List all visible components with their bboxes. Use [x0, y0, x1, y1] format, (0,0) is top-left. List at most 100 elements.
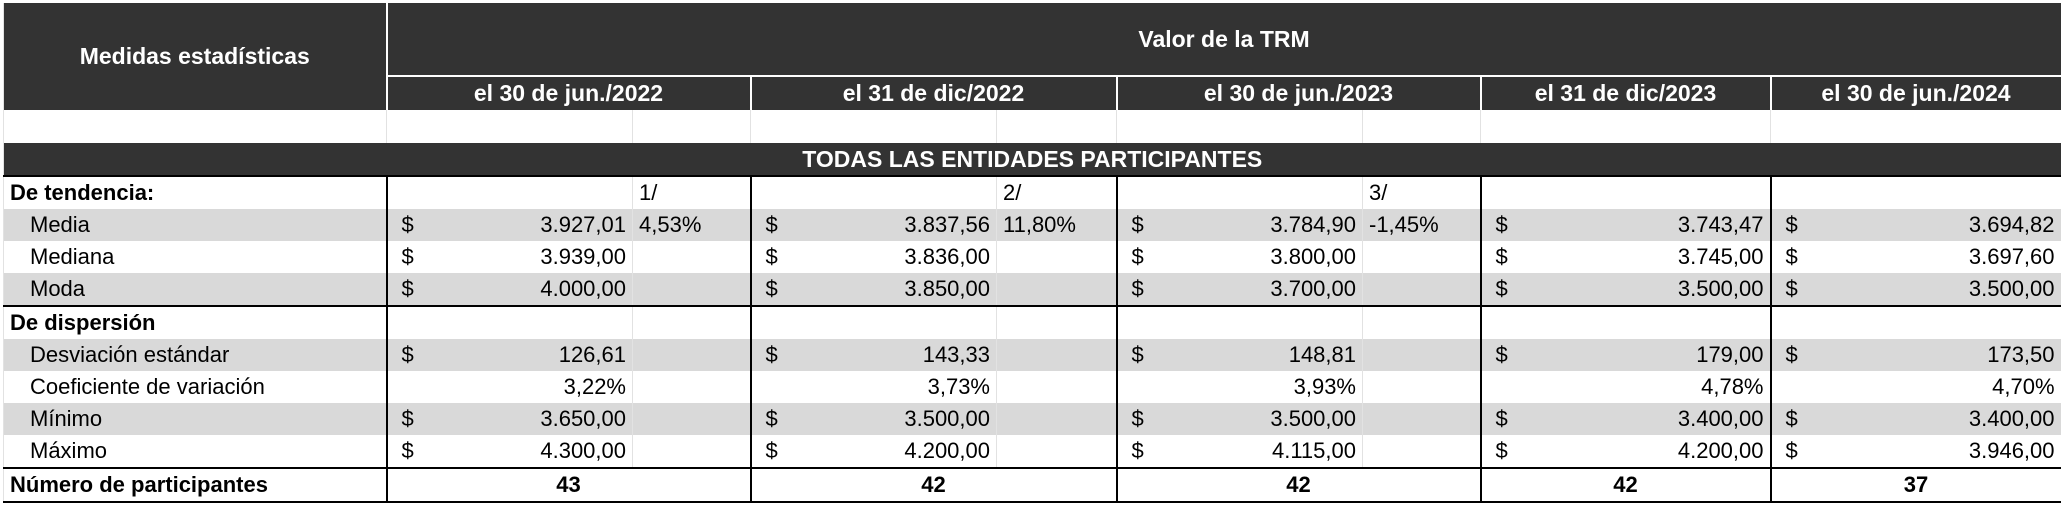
note-cell: [632, 273, 751, 306]
value-cell: $3.836,00: [749, 241, 997, 273]
value-cell: [749, 175, 997, 209]
value: 3.946,00: [1968, 438, 2055, 463]
note-cell: [1362, 339, 1481, 371]
value: 3,22%: [563, 374, 626, 399]
table-row: Desviación estándar $126,61 $143,33 $148,81…: [3, 339, 2061, 371]
value: 4.300,00: [540, 438, 626, 463]
currency-symbol: $: [765, 276, 778, 301]
value: 3.837,56: [904, 212, 990, 237]
period-header: el 30 de jun./2024: [1769, 75, 2061, 110]
value: 3.400,00: [1968, 406, 2055, 431]
row-label: Mediana: [3, 241, 387, 273]
value-cell: [1769, 305, 2061, 339]
value-cell: $179,00: [1479, 339, 1771, 371]
currency-symbol: $: [401, 276, 414, 301]
value: 3.939,00: [540, 244, 626, 269]
value-cell: $3.500,00: [749, 403, 997, 435]
value-cell: [1115, 175, 1363, 209]
value: 179,00: [1696, 342, 1764, 367]
note-cell: [996, 305, 1117, 339]
currency-symbol: $: [1495, 438, 1508, 463]
value-cell: $148,81: [1115, 339, 1363, 371]
value-cell: $3.694,82: [1769, 209, 2061, 241]
row-label: De tendencia:: [3, 175, 387, 209]
value-cell: [1115, 305, 1363, 339]
value-cell: [1769, 175, 2061, 209]
value-cell: $4.115,00: [1115, 435, 1363, 468]
value-cell: $4.200,00: [1479, 435, 1771, 468]
value-cell: $3.745,00: [1479, 241, 1771, 273]
value: 4.000,00: [540, 276, 626, 301]
trm-header: Valor de la TRM: [385, 3, 2061, 76]
note-cell: [1362, 371, 1481, 403]
note-cell: [1362, 435, 1481, 468]
value-cell: [385, 175, 633, 209]
value: 3.800,00: [1270, 244, 1356, 269]
participants-count: 42: [749, 467, 1117, 503]
currency-symbol: $: [765, 212, 778, 237]
table-row: Moda $4.000,00 $3.850,00 $3.700,00 $3.500,00…: [3, 273, 2061, 306]
currency-symbol: $: [1495, 212, 1508, 237]
period-header: el 30 de jun./2022: [385, 75, 751, 110]
value-cell: $3.850,00: [749, 273, 997, 306]
currency-symbol: $: [1785, 276, 1798, 301]
note-cell: 3/: [1362, 175, 1481, 209]
note-cell: [1362, 403, 1481, 435]
period-header: el 30 de jun./2023: [1115, 75, 1481, 110]
row-label: Media: [3, 209, 387, 241]
participants-count: 42: [1479, 467, 1771, 503]
participants-count: 37: [1769, 467, 2061, 503]
table-row: Máximo $4.300,00 $4.200,00 $4.115,00 $4.200,…: [3, 435, 2061, 468]
note-cell: [996, 339, 1117, 371]
value-cell: $3.697,60: [1769, 241, 2061, 273]
value-cell: $3.500,00: [1115, 403, 1363, 435]
value: 3.500,00: [904, 406, 990, 431]
value-cell: $3.500,00: [1479, 273, 1771, 306]
currency-symbol: $: [401, 342, 414, 367]
note-cell: 4,53%: [632, 209, 751, 241]
value: 3.650,00: [540, 406, 626, 431]
value: 3.927,01: [540, 212, 626, 237]
value-cell: $3.800,00: [1115, 241, 1363, 273]
value: 3.850,00: [904, 276, 990, 301]
value: 3.400,00: [1677, 406, 1764, 431]
currency-symbol: $: [765, 342, 778, 367]
value-cell: $4.000,00: [385, 273, 633, 306]
value-cell: $3.700,00: [1115, 273, 1363, 306]
currency-symbol: $: [1785, 244, 1798, 269]
currency-symbol: $: [1131, 212, 1144, 237]
value-cell: $126,61: [385, 339, 633, 371]
currency-symbol: $: [765, 438, 778, 463]
currency-symbol: $: [1495, 244, 1508, 269]
value-cell: [385, 305, 633, 339]
note-cell: [632, 305, 751, 339]
value: 4,70%: [1992, 374, 2055, 399]
value: 3.697,60: [1968, 244, 2055, 269]
row-label: Máximo: [3, 435, 387, 468]
currency-symbol: $: [1495, 342, 1508, 367]
value: 143,33: [922, 342, 990, 367]
currency-symbol: $: [1495, 406, 1508, 431]
currency-symbol: $: [1785, 342, 1798, 367]
value: 3.500,00: [1270, 406, 1356, 431]
value: 3.836,00: [904, 244, 990, 269]
note-cell: [632, 371, 751, 403]
table-row: De tendencia: 1/2/3/: [3, 175, 2061, 209]
currency-symbol: $: [1131, 438, 1144, 463]
note-cell: [996, 371, 1117, 403]
currency-symbol: $: [1785, 212, 1798, 237]
value: 4.200,00: [1677, 438, 1764, 463]
value: 4.115,00: [1271, 438, 1356, 463]
currency-symbol: $: [1131, 342, 1144, 367]
currency-symbol: $: [765, 244, 778, 269]
row-label: De dispersión: [3, 305, 387, 339]
table-row: Mínimo $3.650,00 $3.500,00 $3.500,00 $3.400,…: [3, 403, 2061, 435]
value: 3,93%: [1293, 374, 1356, 399]
row-label: Desviación estándar: [3, 339, 387, 371]
value-cell: $3.743,47: [1479, 209, 1771, 241]
value-cell: $3.784,90: [1115, 209, 1363, 241]
value: 3.743,47: [1677, 212, 1764, 237]
value: 3.784,90: [1270, 212, 1356, 237]
value-cell: 3,22%: [385, 371, 633, 403]
value: 3.700,00: [1270, 276, 1356, 301]
